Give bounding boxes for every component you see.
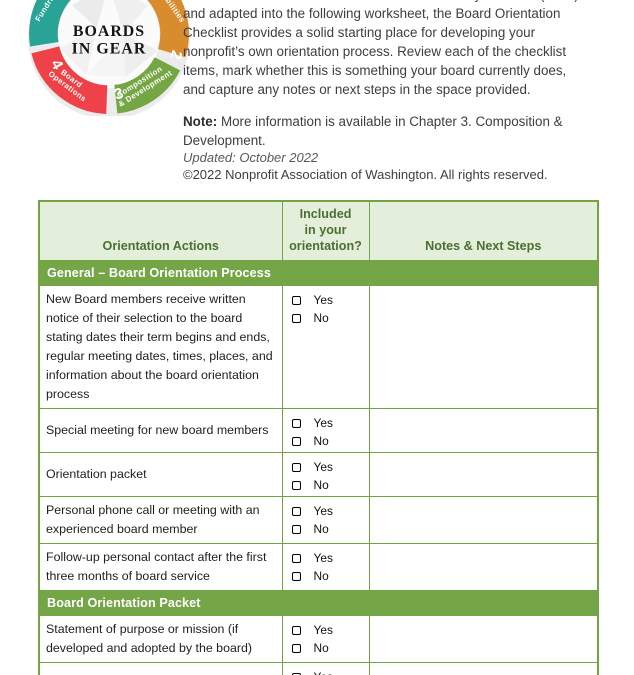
no-checkbox[interactable]: [291, 643, 301, 653]
yes-label: Yes: [313, 551, 333, 565]
yes-option[interactable]: Yes: [291, 291, 367, 309]
included-cell: Yes No: [281, 543, 370, 591]
logo-segment-responsibilities: [147, 0, 189, 58]
table-row: Special meeting for new board members Ye…: [38, 408, 599, 453]
no-checkbox[interactable]: [291, 571, 301, 581]
yes-checkbox[interactable]: [291, 462, 301, 472]
included-cell: Yes No: [281, 496, 370, 544]
intro-line: and adapted into the following worksheet…: [183, 6, 561, 21]
yes-label: Yes: [313, 623, 333, 637]
yes-option[interactable]: Yes: [291, 621, 367, 639]
notes-cell[interactable]: [368, 496, 599, 544]
action-text: Personal phone call or meeting with an e…: [38, 496, 283, 544]
copyright-notice: ©2022 Nonprofit Association of Washingto…: [183, 167, 548, 182]
column-header-included: Included in your orientation?: [281, 200, 370, 261]
no-option[interactable]: No: [291, 309, 367, 327]
yes-label: Yes: [313, 293, 333, 307]
boards-in-gear-logo: BOARDS IN GEAR Fundraising Responsibilit…: [27, 0, 191, 116]
no-label: No: [313, 478, 329, 492]
intro-paragraph: Sourced from Technical Assistance for Co…: [183, 0, 579, 99]
yes-checkbox[interactable]: [291, 625, 301, 635]
note-label: Note:: [183, 114, 218, 129]
note-paragraph: Note: More information is available in C…: [183, 112, 563, 150]
no-label: No: [313, 434, 329, 448]
no-option[interactable]: No: [291, 476, 367, 494]
no-option[interactable]: No: [291, 639, 367, 657]
logo-segment-composition: [113, 56, 181, 114]
table-header-row: Orientation Actions Included in your ori…: [38, 200, 599, 261]
no-option[interactable]: No: [291, 520, 367, 538]
no-checkbox[interactable]: [291, 480, 301, 490]
included-cell: Yes No: [281, 615, 370, 663]
logo-title-line2: IN GEAR: [72, 40, 147, 57]
table-row: Statement of purpose or mission (if deve…: [38, 615, 599, 663]
yes-checkbox[interactable]: [291, 418, 301, 428]
notes-cell[interactable]: [368, 408, 599, 453]
yes-option[interactable]: Yes: [291, 502, 367, 520]
notes-cell[interactable]: [368, 285, 599, 409]
section-title: Board Orientation Packet: [38, 590, 599, 616]
table-row: Personal phone call or meeting with an e…: [38, 496, 599, 544]
yes-checkbox[interactable]: [291, 553, 301, 563]
included-cell: Yes No: [281, 452, 370, 497]
no-label: No: [313, 311, 329, 325]
no-label: No: [313, 641, 329, 655]
included-cell: Yes No: [281, 662, 370, 675]
table-row: Orientation packet Yes No: [38, 452, 599, 497]
yes-label: Yes: [314, 670, 333, 675]
column-header-notes: Notes & Next Steps: [368, 200, 599, 261]
column-header-orientation-actions: Orientation Actions: [38, 200, 283, 261]
notes-cell[interactable]: [368, 543, 599, 591]
notes-cell[interactable]: [368, 615, 599, 663]
yes-checkbox[interactable]: [291, 295, 301, 305]
table-row: Follow-up personal contact after the fir…: [38, 543, 599, 591]
table-row: Brief overview of organization programs …: [38, 662, 599, 675]
included-cell: Yes No: [281, 285, 370, 409]
intro-line: nonprofit’s own orientation process. Rev…: [183, 44, 567, 59]
no-label: No: [313, 522, 329, 536]
logo-center-pattern: [59, 0, 159, 78]
updated-date: Updated: October 2022: [183, 150, 319, 165]
yes-label: Yes: [313, 460, 333, 474]
intro-line: items, mark whether this is something yo…: [183, 63, 567, 78]
intro-line: Checklist provides a solid starting plac…: [183, 25, 536, 40]
yes-option[interactable]: Yes: [291, 549, 367, 567]
included-cell: Yes No: [281, 408, 370, 453]
table-row: New Board members receive written notice…: [38, 285, 599, 409]
action-text: Special meeting for new board members: [38, 408, 283, 453]
yes-label: Yes: [313, 504, 333, 518]
yes-label: Yes: [313, 416, 333, 430]
no-option[interactable]: No: [291, 567, 367, 585]
intro-line: Sourced from Technical Assistance for Co…: [183, 0, 579, 4]
note-line2: Development.: [183, 133, 266, 148]
section-header-packet: Board Orientation Packet: [38, 590, 599, 616]
orientation-checklist-table: Orientation Actions Included in your ori…: [38, 200, 599, 675]
logo-title-line1: BOARDS: [73, 23, 145, 40]
no-checkbox[interactable]: [291, 436, 301, 446]
logo-segment-operations: [31, 45, 108, 114]
action-text: Orientation packet: [38, 452, 283, 497]
yes-option[interactable]: Yes: [291, 414, 367, 432]
action-text: Brief overview of organization programs …: [38, 662, 283, 675]
no-option[interactable]: No: [291, 432, 367, 450]
section-title: General – Board Orientation Process: [38, 260, 599, 286]
logo-segment-fundraising: [29, 0, 71, 47]
yes-option[interactable]: Yes: [291, 668, 367, 675]
action-text: New Board members receive written notice…: [38, 285, 283, 409]
section-header-general: General – Board Orientation Process: [38, 260, 599, 286]
no-checkbox[interactable]: [291, 524, 301, 534]
yes-option[interactable]: Yes: [291, 458, 367, 476]
no-label: No: [313, 569, 329, 583]
note-line1: Note: More information is available in C…: [183, 114, 563, 129]
intro-line: and capture any notes or next steps in t…: [183, 82, 531, 97]
no-checkbox[interactable]: [291, 313, 301, 323]
yes-checkbox[interactable]: [291, 506, 301, 516]
notes-cell[interactable]: [368, 662, 599, 675]
notes-cell[interactable]: [368, 452, 599, 497]
action-text: Follow-up personal contact after the fir…: [38, 543, 283, 591]
action-text: Statement of purpose or mission (if deve…: [38, 615, 283, 663]
yes-checkbox[interactable]: [291, 672, 301, 675]
